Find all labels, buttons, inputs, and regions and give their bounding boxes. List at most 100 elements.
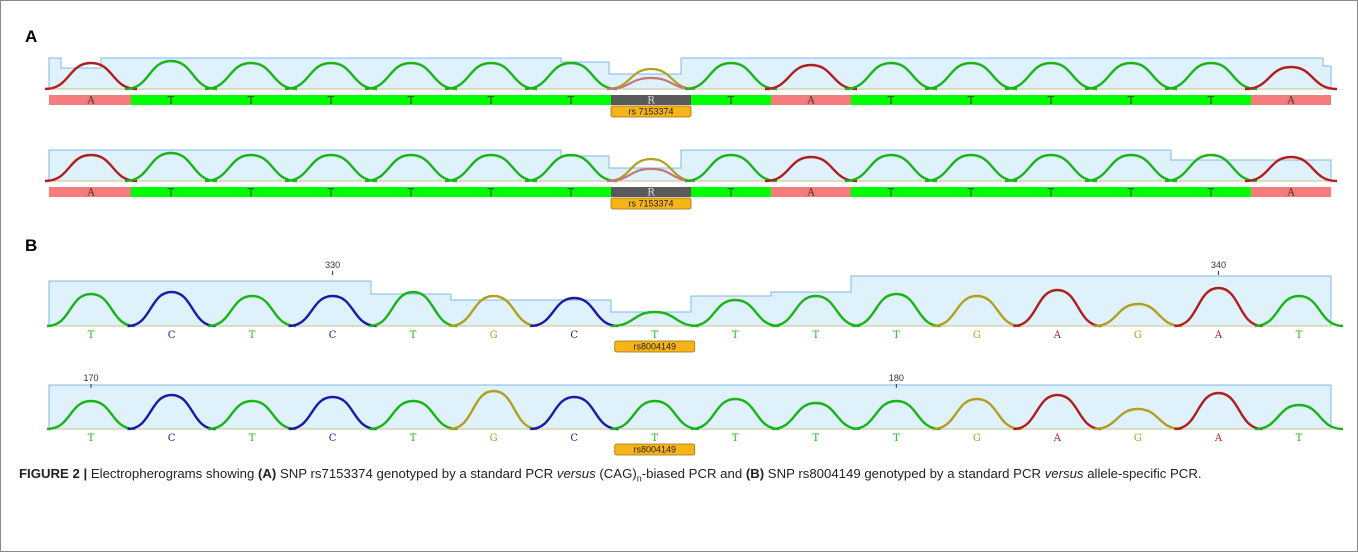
base-call-letter: A bbox=[806, 188, 815, 199]
base-call-letter: C bbox=[570, 330, 578, 341]
base-call-cell bbox=[211, 95, 291, 105]
trace-peak-c bbox=[530, 296, 619, 328]
trace-peak-t bbox=[684, 61, 778, 91]
caption-figure-label: FIGURE 2 | bbox=[19, 466, 88, 481]
base-call-letter: T bbox=[651, 433, 658, 444]
trace-peak-a bbox=[44, 153, 138, 183]
trace-peak-g bbox=[932, 397, 1021, 431]
trace-peak-t bbox=[924, 61, 1018, 91]
base-call-cell bbox=[771, 187, 851, 197]
position-tick-label: 170 bbox=[83, 373, 98, 383]
base-call-cell bbox=[851, 95, 931, 105]
base-call-letter: T bbox=[968, 188, 975, 199]
base-call-cell bbox=[691, 187, 771, 197]
base-call-letter: T bbox=[328, 188, 335, 199]
base-call-letter: T bbox=[812, 330, 819, 341]
trace-peak-g bbox=[449, 294, 538, 328]
snp-label-text: rs8004149 bbox=[633, 342, 676, 352]
trace-peak-c bbox=[127, 290, 216, 328]
caption-panel-a-ref: (A) bbox=[257, 466, 277, 481]
trace-peak-g bbox=[932, 294, 1021, 328]
caption-text: (CAG) bbox=[595, 466, 637, 481]
base-call-cell bbox=[49, 187, 131, 197]
trace-peak-a bbox=[1174, 391, 1263, 431]
base-call-letter: T bbox=[1128, 188, 1135, 199]
base-call-cell bbox=[1171, 187, 1251, 197]
panel-a-label: A bbox=[25, 27, 38, 46]
base-call-letter: T bbox=[248, 188, 255, 199]
base-call-letter: T bbox=[888, 188, 895, 199]
base-call-letter: T bbox=[408, 96, 415, 107]
base-call-letter: T bbox=[732, 330, 739, 341]
caption-text: SNP rs8004149 genotyped by a standard PC… bbox=[764, 466, 1045, 481]
caption-text: -biased PCR and bbox=[641, 466, 746, 481]
electropherogram-b-standard: T C T C T G C T T T T G A G A T 330 340 rs8004149 bbox=[46, 260, 1344, 353]
base-call-letter: G bbox=[490, 330, 498, 341]
snp-label-box bbox=[610, 197, 692, 210]
base-call-cell bbox=[371, 95, 451, 105]
trace-peak-a bbox=[44, 61, 138, 91]
base-call-letter: A bbox=[806, 96, 815, 107]
base-call-cell bbox=[451, 187, 531, 197]
trace-peak-a bbox=[1013, 288, 1102, 328]
base-call-cell bbox=[131, 187, 211, 197]
base-call-letter: T bbox=[1128, 96, 1135, 107]
figure-caption: FIGURE 2 | Electropherograms showing (A)… bbox=[19, 464, 1339, 484]
snp-label-box bbox=[614, 443, 696, 456]
caption-text: allele-specific PCR. bbox=[1083, 466, 1202, 481]
trace-peak-t bbox=[46, 292, 136, 328]
base-call-cell bbox=[1011, 95, 1091, 105]
base-call-letter: R bbox=[647, 188, 655, 199]
base-call-cell bbox=[1091, 95, 1171, 105]
trace-peak-t bbox=[684, 153, 778, 183]
base-call-letter: T bbox=[732, 433, 739, 444]
base-call-cell bbox=[49, 95, 131, 105]
base-call-letter: T bbox=[248, 96, 255, 107]
trace-peak-t bbox=[844, 61, 938, 91]
trace-peak-t bbox=[369, 290, 458, 328]
trace-peak-a bbox=[764, 155, 858, 183]
quality-area bbox=[48, 384, 1332, 430]
caption-subscript: n bbox=[636, 473, 642, 484]
trace-peak-c bbox=[530, 395, 619, 431]
base-call-letter: A bbox=[1053, 433, 1062, 444]
electropherogram-a-standard: A T T T T T T R T A T T T T T Ars 7153374 bbox=[44, 57, 1338, 118]
base-call-letter: T bbox=[88, 433, 95, 444]
trace-peak-t bbox=[844, 153, 938, 183]
trace-peak-t bbox=[524, 61, 618, 91]
base-call-letter: T bbox=[488, 188, 495, 199]
trace-peak-t bbox=[771, 294, 860, 328]
base-call-letter: T bbox=[1296, 433, 1303, 444]
trace-peak-a bbox=[606, 167, 696, 183]
caption-text: SNP rs7153374 genotyped by a standard PC… bbox=[276, 466, 557, 481]
position-tick-label: 330 bbox=[325, 260, 340, 270]
trace-peak-t bbox=[610, 399, 699, 431]
trace-peak-t bbox=[204, 61, 298, 91]
base-call-letter: T bbox=[88, 330, 95, 341]
base-call-letter: T bbox=[728, 96, 735, 107]
caption-text: Electropherograms showing bbox=[87, 466, 258, 481]
trace-peak-g bbox=[606, 157, 696, 183]
trace-peak-a bbox=[764, 63, 858, 91]
base-call-letter: A bbox=[1214, 433, 1223, 444]
base-call-letter: T bbox=[168, 96, 175, 107]
snp-label-text: rs8004149 bbox=[633, 445, 676, 455]
position-tick-label: 340 bbox=[1211, 260, 1226, 270]
snp-label-text: rs 7153374 bbox=[628, 107, 673, 117]
trace-peak-t bbox=[124, 59, 218, 91]
base-call-letter: T bbox=[568, 188, 575, 199]
base-call-letter: A bbox=[86, 188, 95, 199]
base-call-cell bbox=[211, 187, 291, 197]
trace-peak-t bbox=[207, 294, 297, 328]
base-call-letter: T bbox=[893, 433, 900, 444]
base-call-cell bbox=[1251, 187, 1331, 197]
base-call-letter: A bbox=[86, 96, 95, 107]
snp-label-box bbox=[614, 340, 696, 353]
trace-peak-t bbox=[1004, 153, 1098, 183]
trace-peak-t bbox=[852, 292, 941, 328]
base-call-letter: A bbox=[1214, 330, 1223, 341]
base-call-cell bbox=[771, 95, 851, 105]
base-call-cell bbox=[851, 187, 931, 197]
base-call-letter: T bbox=[1208, 96, 1215, 107]
snp-label-text: rs 7153374 bbox=[628, 199, 673, 209]
